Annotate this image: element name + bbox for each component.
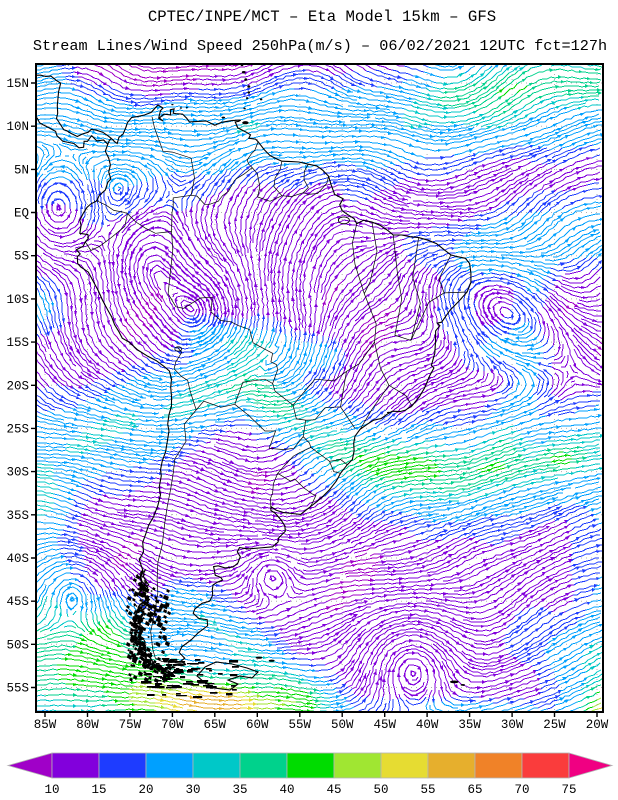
svg-text:20S: 20S bbox=[6, 379, 29, 393]
svg-text:65W: 65W bbox=[204, 718, 227, 732]
svg-text:40W: 40W bbox=[416, 718, 439, 732]
svg-text:10: 10 bbox=[44, 783, 59, 797]
svg-text:80W: 80W bbox=[76, 718, 99, 732]
svg-text:45: 45 bbox=[326, 783, 341, 797]
svg-text:75: 75 bbox=[561, 783, 576, 797]
svg-text:70: 70 bbox=[514, 783, 529, 797]
svg-text:5N: 5N bbox=[14, 163, 29, 177]
svg-text:35: 35 bbox=[232, 783, 247, 797]
svg-text:25S: 25S bbox=[6, 422, 29, 436]
svg-text:50: 50 bbox=[373, 783, 388, 797]
svg-text:35S: 35S bbox=[6, 509, 29, 523]
svg-text:45W: 45W bbox=[373, 718, 396, 732]
svg-text:20: 20 bbox=[138, 783, 153, 797]
svg-text:10S: 10S bbox=[6, 293, 29, 307]
svg-text:40: 40 bbox=[279, 783, 294, 797]
svg-text:55S: 55S bbox=[6, 682, 29, 696]
svg-text:55: 55 bbox=[420, 783, 435, 797]
svg-text:70W: 70W bbox=[161, 718, 184, 732]
svg-text:20W: 20W bbox=[586, 718, 609, 732]
svg-text:EQ: EQ bbox=[14, 207, 29, 221]
svg-text:15S: 15S bbox=[6, 336, 29, 350]
svg-text:25W: 25W bbox=[543, 718, 566, 732]
svg-text:65: 65 bbox=[467, 783, 482, 797]
svg-text:15: 15 bbox=[91, 783, 106, 797]
svg-text:85W: 85W bbox=[34, 718, 57, 732]
svg-text:10N: 10N bbox=[6, 120, 29, 134]
svg-text:55W: 55W bbox=[289, 718, 312, 732]
svg-text:15N: 15N bbox=[6, 77, 29, 91]
svg-text:Stream Lines/Wind Speed 250hPa: Stream Lines/Wind Speed 250hPa(m/s) – 06… bbox=[33, 37, 607, 55]
svg-text:45S: 45S bbox=[6, 595, 29, 609]
svg-text:30W: 30W bbox=[501, 718, 524, 732]
svg-text:50W: 50W bbox=[331, 718, 354, 732]
svg-text:30: 30 bbox=[185, 783, 200, 797]
svg-text:75W: 75W bbox=[119, 718, 142, 732]
svg-text:60W: 60W bbox=[246, 718, 269, 732]
svg-text:50S: 50S bbox=[6, 638, 29, 652]
svg-text:30S: 30S bbox=[6, 466, 29, 480]
svg-text:40S: 40S bbox=[6, 552, 29, 566]
svg-text:35W: 35W bbox=[458, 718, 481, 732]
svg-text:5S: 5S bbox=[14, 250, 29, 264]
svg-text:CPTEC/INPE/MCT – Eta Model 15: CPTEC/INPE/MCT – Eta Model 15km – GFS bbox=[148, 8, 496, 26]
